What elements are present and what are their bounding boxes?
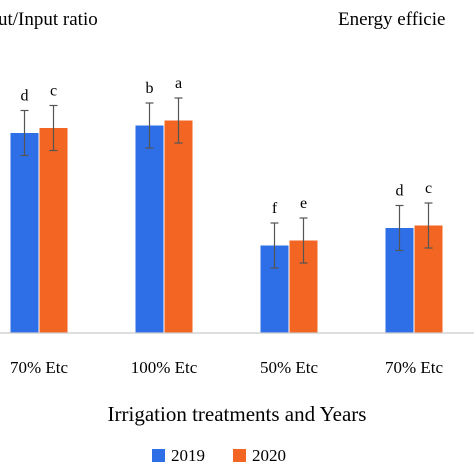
bar-2019-2: [135, 125, 164, 333]
chart-title-right: Energy efficie: [338, 9, 445, 30]
bar-2020-1: [39, 128, 68, 333]
chart-title-left: ut/Input ratio: [0, 9, 98, 30]
error-bar-2019-1: [20, 109, 29, 157]
error-bar-2020-2: [174, 97, 183, 144]
significance-letter-2019-1: d: [21, 88, 29, 105]
error-bar-2020-4: [424, 202, 433, 249]
error-bar-2019-4: [395, 204, 404, 252]
legend: 2019 2020: [152, 446, 286, 465]
x-tick-label-1: 70% Etc: [10, 358, 69, 377]
x-tick-labels: 70% Etc 100% Etc 50% Etc 70% Etc: [10, 358, 444, 377]
significance-letter-2020-2: a: [175, 75, 182, 92]
legend-swatch-2020: [233, 449, 246, 462]
significance-letter-2019-2: b: [146, 80, 154, 97]
legend-swatch-2019: [152, 449, 165, 462]
bar-2019-1: [10, 133, 39, 333]
x-tick-label-4: 70% Etc: [385, 358, 444, 377]
significance-letter-2019-3: f: [272, 200, 278, 217]
error-bar-2019-3: [270, 222, 279, 269]
error-bar-2020-1: [49, 104, 58, 152]
x-tick-label-3: 50% Etc: [260, 358, 319, 377]
legend-label-2020: 2020: [252, 446, 286, 465]
x-tick-label-2: 100% Etc: [131, 358, 198, 377]
bar-2020-2: [164, 120, 193, 333]
error-bar-2020-3: [299, 217, 308, 264]
significance-letter-2020-3: e: [300, 195, 307, 212]
bars-layer: d c b a f e d c: [10, 75, 443, 333]
legend-label-2019: 2019: [171, 446, 205, 465]
significance-letter-2020-4: c: [425, 180, 432, 197]
x-axis-label: Irrigation treatments and Years: [108, 402, 367, 426]
error-bar-2019-2: [145, 102, 154, 149]
significance-letter-2019-4: d: [396, 183, 404, 200]
significance-letter-2020-1: c: [50, 83, 57, 100]
